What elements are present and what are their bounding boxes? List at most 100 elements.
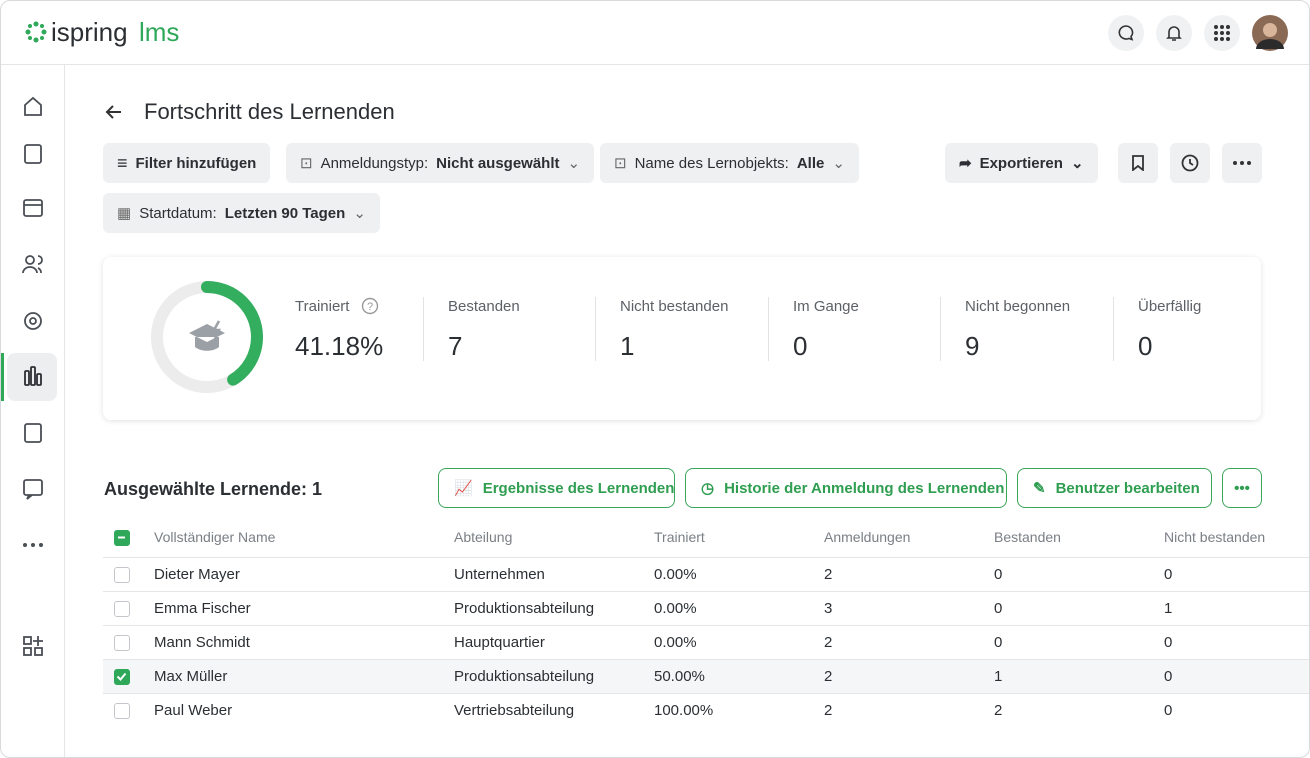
bookmark-button[interactable] [1118,143,1158,183]
edit-user-button[interactable]: ✎ Benutzer bearbeiten [1017,468,1212,508]
filter-label: Name des Lernobjekts: [634,154,789,172]
add-filter-label: Filter hinzufügen [135,154,257,172]
bell-icon [1166,26,1182,41]
table-cell: 50.00% [654,668,705,685]
stat-value: 41.18% [295,331,384,361]
stat-value: 7 [448,331,463,361]
stat-label: Nicht bestanden [620,298,729,315]
button-label: Ergebnisse des Lernenden [482,479,675,497]
row-checkbox[interactable] [114,635,130,651]
sidebar-icons [1,96,57,656]
sidebar [1,65,65,757]
help-icon[interactable]: ? [361,297,379,315]
table-cell: 1 [994,668,1003,685]
table-cell: 0 [1164,668,1173,685]
stat-value: 9 [965,331,980,361]
filter-button[interactable]: ⊡ Name des Lernobjekts: Alle ⌄ [600,143,859,183]
row-divider [103,693,1309,694]
export-button[interactable]: ➦ Exportieren ⌄ [945,143,1098,183]
top-bar: ispring lms [1,1,1309,65]
logo-icon [25,21,47,43]
table-cell: 3 [824,600,833,617]
table-cell: 0 [994,566,1003,583]
more-button[interactable] [1222,143,1262,183]
apps-button[interactable] [1204,15,1240,51]
svg-text:?: ? [367,301,373,313]
logo-brand: ispring [51,17,128,47]
more-actions-button[interactable]: ••• [1222,468,1262,508]
filter-button[interactable]: ⊡ Anmeldungstyp: Nicht ausgewählt ⌄ [286,143,595,183]
stat-divider [940,297,941,361]
grid-icon [1214,25,1230,41]
table-cell: 2 [824,566,833,583]
stat-label: Überfällig [1138,298,1202,315]
button-label: Historie der Anmeldung des Lernenden [724,479,1005,497]
avatar[interactable] [1252,15,1288,51]
stat-label: Trainiert [295,298,350,315]
page-title: Fortschritt des Lernenden [144,99,395,124]
row-divider [103,557,1309,558]
stat-value: 0 [1138,331,1153,361]
row-checkbox[interactable] [114,567,130,583]
table-cell: 2 [994,702,1003,719]
notifications-button[interactable] [1156,15,1192,51]
stat-label: Nicht begonnen [965,298,1071,315]
table-cell: 0.00% [654,634,697,651]
table-cell: 2 [824,668,833,685]
filter-value: Alle [796,154,825,172]
table-cell: Max Müller [154,668,228,685]
row-divider [103,659,1309,660]
table-cell: 0 [1164,566,1173,583]
stat-divider [595,297,596,361]
summary-card [103,257,1261,420]
filter-label: Startdatum: [139,204,217,222]
column-header: Bestanden [994,529,1061,545]
bookmark-icon [1132,155,1144,171]
button-label: Benutzer bearbeiten [1055,479,1200,497]
table-cell: 2 [824,634,833,651]
stat-value: 0 [793,331,808,361]
row-highlight [103,660,1309,693]
header-checkbox[interactable] [114,530,130,546]
back-button[interactable] [103,101,125,123]
table-cell: Produktionsabteilung [454,600,595,617]
chat-button[interactable] [1108,15,1144,51]
filter-value: Letzten 90 Tagen [224,204,346,222]
table-cell: 1 [1164,600,1173,617]
table-cell: 100.00% [654,702,714,719]
table-cell: 2 [824,702,833,719]
filter-value: Nicht ausgewählt [436,154,560,172]
row-checkbox[interactable] [114,669,130,685]
dots-icon [1233,161,1251,165]
history-button[interactable] [1170,143,1210,183]
stat-divider [768,297,769,361]
clock-icon [1181,154,1199,172]
table-cell: 0 [1164,702,1173,719]
history-log-button[interactable]: ◷ Historie der Anmeldung des Lernenden [685,468,1007,508]
table-cell: 0.00% [654,566,697,583]
results-button[interactable]: 📈 Ergebnisse des Lernenden [438,468,675,508]
stat-label: Bestanden [448,298,520,315]
stat-divider [423,297,424,361]
stat-value: 1 [620,331,635,361]
table-cell: Hauptquartier [454,634,545,651]
stat-label: Im Gange [793,298,859,315]
table-cell: Mann Schmidt [154,634,250,651]
column-header: Trainiert [654,529,705,545]
ring-progress [151,281,263,393]
column-header: Nicht bestanden [1164,529,1266,545]
column-header: Abteilung [454,529,513,545]
row-checkbox[interactable] [114,703,130,719]
table-cell: Dieter Mayer [154,566,240,583]
table-cell: 0 [994,634,1003,651]
row-checkbox[interactable] [114,601,130,617]
chat-icon [1118,25,1134,41]
filter-button[interactable]: ▦ Startdatum: Letzten 90 Tagen ⌄ [103,193,380,233]
selection-heading: Ausgewählte Lernende: 1 [104,479,323,499]
table-cell: 0 [994,600,1003,617]
row-divider [103,625,1309,626]
table-cell: Produktionsabteilung [454,668,595,685]
table-cell: Paul Weber [154,702,233,719]
add-filter-button[interactable]: ≡ Filter hinzufügen [103,143,271,183]
